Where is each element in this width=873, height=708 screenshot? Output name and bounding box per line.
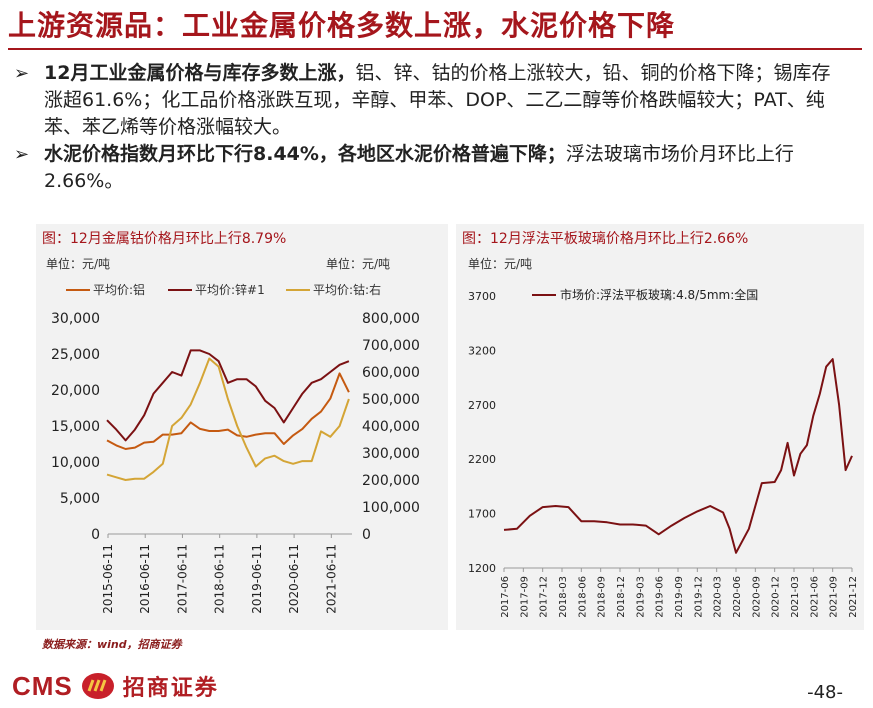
x-tick-label: 2018-06-11 xyxy=(213,544,227,614)
title-rule xyxy=(8,48,862,50)
left-tick-label: 10,000 xyxy=(51,455,100,471)
series-line xyxy=(106,372,350,450)
x-tick-label: 2018-03 xyxy=(558,576,569,618)
left-unit-label: 单位：元/吨 xyxy=(46,256,110,271)
x-tick-label: 2017-09 xyxy=(519,576,530,618)
arrow-bullet-icon: ➢ xyxy=(14,144,30,165)
x-tick-label: 2020-12 xyxy=(771,576,782,618)
right-unit-label: 单位：元/吨 xyxy=(326,256,390,271)
left-tick-label: 1700 xyxy=(468,508,496,521)
x-tick-label: 2017-06 xyxy=(500,576,511,618)
legend-label: 平均价:锌#1 xyxy=(195,283,265,297)
left-tick-label: 30,000 xyxy=(51,311,100,327)
x-tick-label: 2020-06-11 xyxy=(287,544,301,614)
series-line xyxy=(106,357,350,481)
x-tick-label: 2021-03 xyxy=(790,576,801,618)
bullet-text: 铝、锌、钴的价格上涨较大，铅、铜的价格下降；锡库存涨超61.6%；化工品价格涨跌… xyxy=(44,62,831,138)
source-note: 数据来源：wind，招商证券 xyxy=(42,638,182,651)
x-tick-label: 2016-06-11 xyxy=(138,544,152,614)
left-tick-label: 20,000 xyxy=(51,383,100,399)
x-tick-label: 2018-12 xyxy=(616,576,627,618)
series-line xyxy=(106,349,350,442)
right-tick-label: 800,000 xyxy=(362,311,420,327)
x-tick-label: 2017-06-11 xyxy=(175,544,189,614)
bullet-text: 浮法玻璃市场价月环比上行2.66%。 xyxy=(44,143,794,192)
left-tick-label: 0 xyxy=(91,527,100,543)
bullet-bold-text: 12月工业金属价格与库存多数上涨， xyxy=(44,62,356,84)
bullet-item: ➢ 12月工业金属价格与库存多数上涨，铝、锌、钴的价格上涨较大，铅、铜的价格下降… xyxy=(14,60,844,141)
x-tick-label: 2020-06 xyxy=(732,576,743,618)
right-tick-label: 400,000 xyxy=(362,419,420,435)
logo-text: CMS xyxy=(12,670,73,701)
right-tick-label: 600,000 xyxy=(362,365,420,381)
left-unit-label: 单位：元/吨 xyxy=(468,256,532,271)
right-tick-label: 700,000 xyxy=(362,338,420,354)
chart-panel-glass: 图：12月浮法平板玻璃价格月环比上行2.66% 单位：元/吨市场价:浮法平板玻璃… xyxy=(456,224,864,630)
left-tick-label: 25,000 xyxy=(51,347,100,363)
chart-panel-metal: 图：12月金属钴价格月环比上行8.79% 单位：元/吨 单位：元/吨平均价:铝 平均… xyxy=(36,224,448,630)
x-tick-label: 2018-06 xyxy=(577,576,588,618)
x-tick-label: 2020-09 xyxy=(751,576,762,618)
left-tick-label: 2700 xyxy=(468,399,496,412)
right-tick-label: 100,000 xyxy=(362,500,420,516)
x-tick-label: 2021-06-11 xyxy=(324,544,338,614)
arrow-bullet-icon: ➢ xyxy=(14,63,30,84)
left-tick-label: 15,000 xyxy=(51,419,100,435)
left-tick-label: 2200 xyxy=(468,453,496,466)
legend-label: 市场价:浮法平板玻璃:4.8/5mm:全国 xyxy=(560,287,758,302)
right-tick-label: 500,000 xyxy=(362,392,420,408)
x-tick-label: 2019-03 xyxy=(635,576,646,618)
x-tick-label: 2017-12 xyxy=(539,576,550,618)
bullet-list: ➢ 12月工业金属价格与库存多数上涨，铝、锌、钴的价格上涨较大，铅、铜的价格下降… xyxy=(14,60,844,195)
page-number: -48- xyxy=(807,682,843,703)
x-tick-label: 2019-12 xyxy=(693,576,704,618)
logo-cn-text: 招商证券 xyxy=(122,676,219,701)
chart-title: 图：12月金属钴价格月环比上行8.79% xyxy=(42,231,287,247)
right-tick-label: 300,000 xyxy=(362,446,420,462)
x-tick-label: 2019-06-11 xyxy=(250,544,264,614)
x-tick-label: 2021-12 xyxy=(848,576,859,618)
x-tick-label: 2015-06-11 xyxy=(101,544,115,614)
left-tick-label: 3200 xyxy=(468,344,496,357)
x-tick-label: 2019-09 xyxy=(674,576,685,618)
bullet-bold-text: 水泥价格指数月环比下行8.44%，各地区水泥价格普遍下降； xyxy=(44,143,566,165)
chart-title: 图：12月浮法平板玻璃价格月环比上行2.66% xyxy=(462,231,749,247)
right-tick-label: 200,000 xyxy=(362,473,420,489)
left-tick-label: 5,000 xyxy=(60,491,100,507)
slide-title: 上游资源品：工业金属价格多数上涨，水泥价格下降 xyxy=(8,9,676,42)
x-tick-label: 2018-09 xyxy=(597,576,608,618)
bullet-item: ➢ 水泥价格指数月环比下行8.44%，各地区水泥价格普遍下降；浮法玻璃市场价月环… xyxy=(14,141,844,195)
legend-label: 平均价:钴:右 xyxy=(313,282,381,297)
x-tick-label: 2019-06 xyxy=(655,576,666,618)
right-tick-label: 0 xyxy=(362,527,371,543)
cms-logo: CMS 招商证券 xyxy=(12,668,219,704)
x-tick-label: 2021-06 xyxy=(809,576,820,618)
left-tick-label: 1200 xyxy=(468,562,496,575)
x-tick-label: 2021-09 xyxy=(829,576,840,618)
series-line xyxy=(503,358,853,554)
x-tick-label: 2020-03 xyxy=(713,576,724,618)
left-tick-label: 3700 xyxy=(468,290,496,303)
legend-label: 平均价:铝 xyxy=(93,282,145,297)
logo-badge-icon xyxy=(81,673,114,699)
